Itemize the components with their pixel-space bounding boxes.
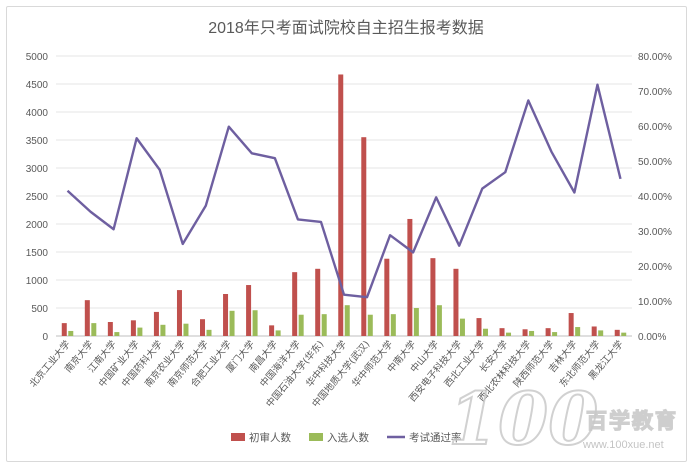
bar-initial: [545, 328, 551, 336]
y-right-tick-label: 0.00%: [638, 332, 666, 343]
bar-selected: [436, 305, 442, 336]
bar-initial: [130, 320, 136, 336]
legend: 初审人数 入选人数 考试通过率: [231, 431, 462, 444]
bar-selected: [413, 308, 419, 336]
bar-initial: [453, 268, 459, 336]
bar-selected: [91, 323, 97, 336]
bar-initial: [269, 325, 275, 336]
bar-selected: [621, 332, 627, 336]
bar-initial: [430, 258, 436, 336]
bar-selected: [68, 330, 74, 336]
bar-initial: [61, 323, 67, 336]
bar-selected: [482, 328, 488, 336]
line-pass-rate: [66, 83, 622, 299]
y-left-tick-label: 0: [42, 332, 48, 343]
y-left-tick-label: 2500: [26, 192, 49, 203]
bar-selected: [529, 330, 535, 336]
y-right-tick-label: 40.00%: [638, 192, 672, 203]
legend-label: 入选人数: [327, 431, 369, 444]
y-left-tick-label: 4000: [26, 108, 49, 119]
y-right-tick-label: 10.00%: [638, 297, 672, 308]
bar-selected: [598, 330, 604, 336]
bar-selected: [252, 310, 258, 336]
bar-selected: [206, 329, 212, 336]
legend-label: 初审人数: [249, 431, 291, 444]
bar-selected: [229, 310, 235, 336]
y-left-tick-label: 500: [31, 304, 48, 315]
legend-label: 考试通过率: [409, 431, 462, 444]
bar-selected: [137, 327, 143, 336]
bar-selected: [344, 305, 350, 336]
bar-initial: [246, 285, 252, 336]
bar-initial: [223, 294, 229, 336]
bar-selected: [183, 323, 189, 336]
bar-selected: [160, 324, 166, 336]
bar-initial: [176, 290, 182, 336]
bar-selected: [321, 314, 327, 336]
bar-initial: [315, 268, 321, 336]
bar-initial: [107, 322, 113, 336]
bar-initial: [568, 313, 574, 336]
bar-selected: [275, 330, 281, 336]
bar-initial: [407, 218, 413, 336]
y-left-tick-label: 3000: [26, 164, 49, 175]
bar-selected: [390, 314, 396, 336]
bar-initial: [338, 74, 344, 336]
bar-initial: [614, 329, 620, 336]
y-right-tick-label: 70.00%: [638, 87, 672, 98]
bar-selected: [367, 314, 373, 336]
y-right-tick-label: 20.00%: [638, 262, 672, 273]
bar-selected: [575, 327, 581, 336]
y-right-tick-label: 80.00%: [638, 52, 672, 63]
bar-selected: [552, 332, 558, 336]
y-left-tick-label: 4500: [26, 80, 49, 91]
bar-initial: [384, 258, 390, 336]
gridlines: [56, 55, 632, 337]
bar-selected: [298, 314, 304, 336]
y-right-tick-label: 60.00%: [638, 122, 672, 133]
bar-initial: [292, 272, 298, 336]
y-left-tick-label: 1500: [26, 248, 49, 259]
watermark-logo-number: 100: [448, 376, 598, 460]
bar-initial: [499, 328, 505, 336]
y-left-tick-label: 1000: [26, 276, 49, 287]
bar-initial: [476, 318, 482, 336]
y-left-tick-label: 3500: [26, 136, 49, 147]
line-layer: [66, 83, 622, 299]
bar-initial: [591, 326, 597, 336]
bar-initial: [361, 137, 367, 336]
watermark-url: www.100xue.net: [582, 439, 664, 451]
legend-swatch-bar: [231, 433, 245, 441]
y-axis-left: 0 500 1000 1500 2000 2500 3000 3500 4000 4500 5000: [26, 52, 49, 343]
y-right-tick-label: 30.00%: [638, 227, 672, 238]
bar-initial: [200, 319, 206, 336]
watermark-logo: 100 百学教育 www.100xue.net: [448, 376, 678, 460]
chart-frame: [6, 6, 687, 462]
bar-selected: [459, 318, 465, 336]
bar-initial: [84, 300, 90, 336]
y-axis-right: 0.00% 10.00% 20.00% 30.00% 40.00% 50.00% 60.00…: [638, 52, 672, 343]
legend-swatch-bar: [309, 433, 323, 441]
chart-title: 2018年只考面试院校自主招生报考数据: [208, 19, 484, 37]
bar-selected: [114, 332, 120, 336]
y-left-tick-label: 2000: [26, 220, 49, 231]
bars-layer: [61, 74, 627, 336]
watermark-brand: 百学教育: [586, 409, 678, 433]
bar-initial: [522, 329, 528, 336]
bar-selected: [506, 332, 512, 336]
y-right-tick-label: 50.00%: [638, 157, 672, 168]
bar-initial: [153, 311, 159, 336]
y-left-tick-label: 5000: [26, 52, 49, 63]
